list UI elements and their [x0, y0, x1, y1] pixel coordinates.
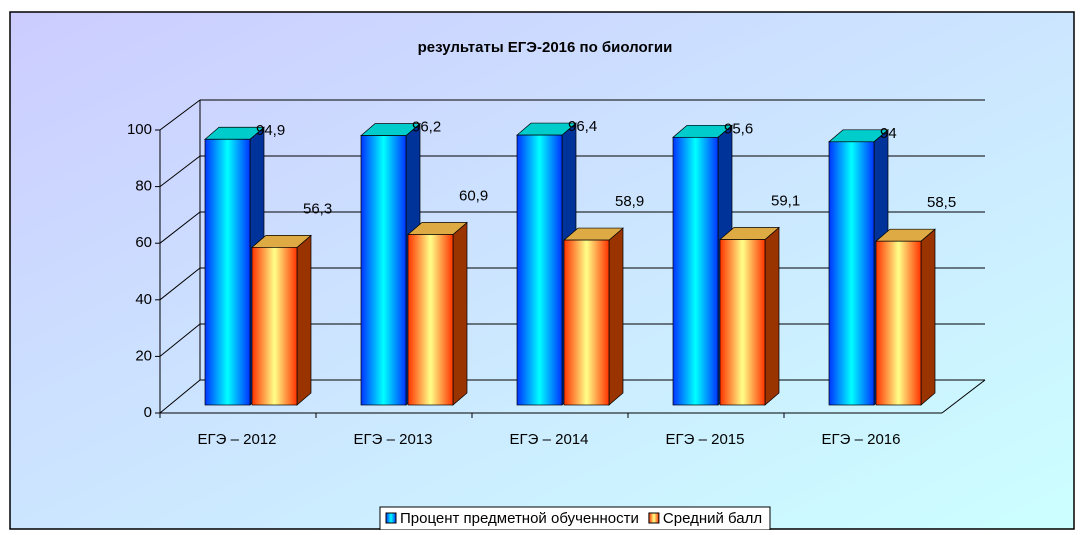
legend-label: Процент предметной обученности	[400, 510, 639, 527]
x-tick-label: ЕГЭ – 2014	[510, 431, 589, 448]
legend-label: Средний балл	[663, 510, 762, 527]
legend-swatch	[648, 512, 660, 524]
bar-side	[920, 228, 936, 406]
bar	[251, 234, 312, 406]
value-label: 56,3	[303, 200, 332, 217]
chart-title: результаты ЕГЭ-2016 по биологии	[418, 39, 673, 56]
bar	[407, 221, 468, 406]
y-tick-label: 40	[135, 291, 152, 308]
floor-right	[941, 379, 986, 414]
y-tick-label: 60	[135, 234, 152, 251]
y-tick-label: 20	[135, 347, 152, 364]
x-tick-label: ЕГЭ – 2013	[354, 431, 433, 448]
bar-front	[672, 136, 719, 406]
x-tick-label: ЕГЭ – 2012	[198, 431, 277, 448]
legend-swatch	[385, 512, 397, 524]
grid-line-side	[159, 379, 201, 414]
bar-front	[251, 247, 298, 406]
bar-front	[563, 239, 610, 406]
y-tick-label: 80	[135, 178, 152, 195]
grid-line-side	[159, 155, 201, 187]
bar-front	[516, 134, 563, 406]
bar-front	[719, 239, 766, 406]
value-label: 95,6	[724, 120, 753, 137]
bar-front	[407, 234, 454, 406]
bar	[563, 227, 624, 406]
value-label: 58,5	[927, 194, 956, 211]
value-label: 96,2	[412, 119, 441, 136]
bar-front	[875, 240, 922, 406]
grid-line-side	[159, 211, 201, 244]
x-tick-label: ЕГЭ – 2016	[822, 431, 901, 448]
value-label: 96,4	[568, 118, 597, 135]
x-tick-label: ЕГЭ – 2015	[666, 431, 745, 448]
bar	[875, 228, 936, 406]
value-label: 94	[880, 125, 897, 142]
bar-side	[296, 234, 312, 406]
bar	[719, 226, 780, 406]
y-tick-label: 0	[144, 404, 152, 421]
value-label: 58,9	[615, 193, 644, 210]
grid-line-side	[159, 99, 201, 131]
value-label: 59,1	[771, 192, 800, 209]
bar-front	[360, 135, 407, 406]
bar-side	[452, 221, 468, 406]
value-label: 94,9	[256, 122, 285, 139]
bar-side	[764, 226, 780, 406]
bar-front	[204, 138, 251, 406]
bar-side	[608, 227, 624, 406]
grid-line-side	[159, 267, 201, 301]
grid-line-side	[159, 323, 201, 357]
y-tick-label: 100	[127, 121, 152, 138]
legend: Процент предметной обученности Средний ба…	[379, 506, 771, 531]
bar-front	[828, 141, 875, 406]
value-label: 60,9	[459, 187, 488, 204]
